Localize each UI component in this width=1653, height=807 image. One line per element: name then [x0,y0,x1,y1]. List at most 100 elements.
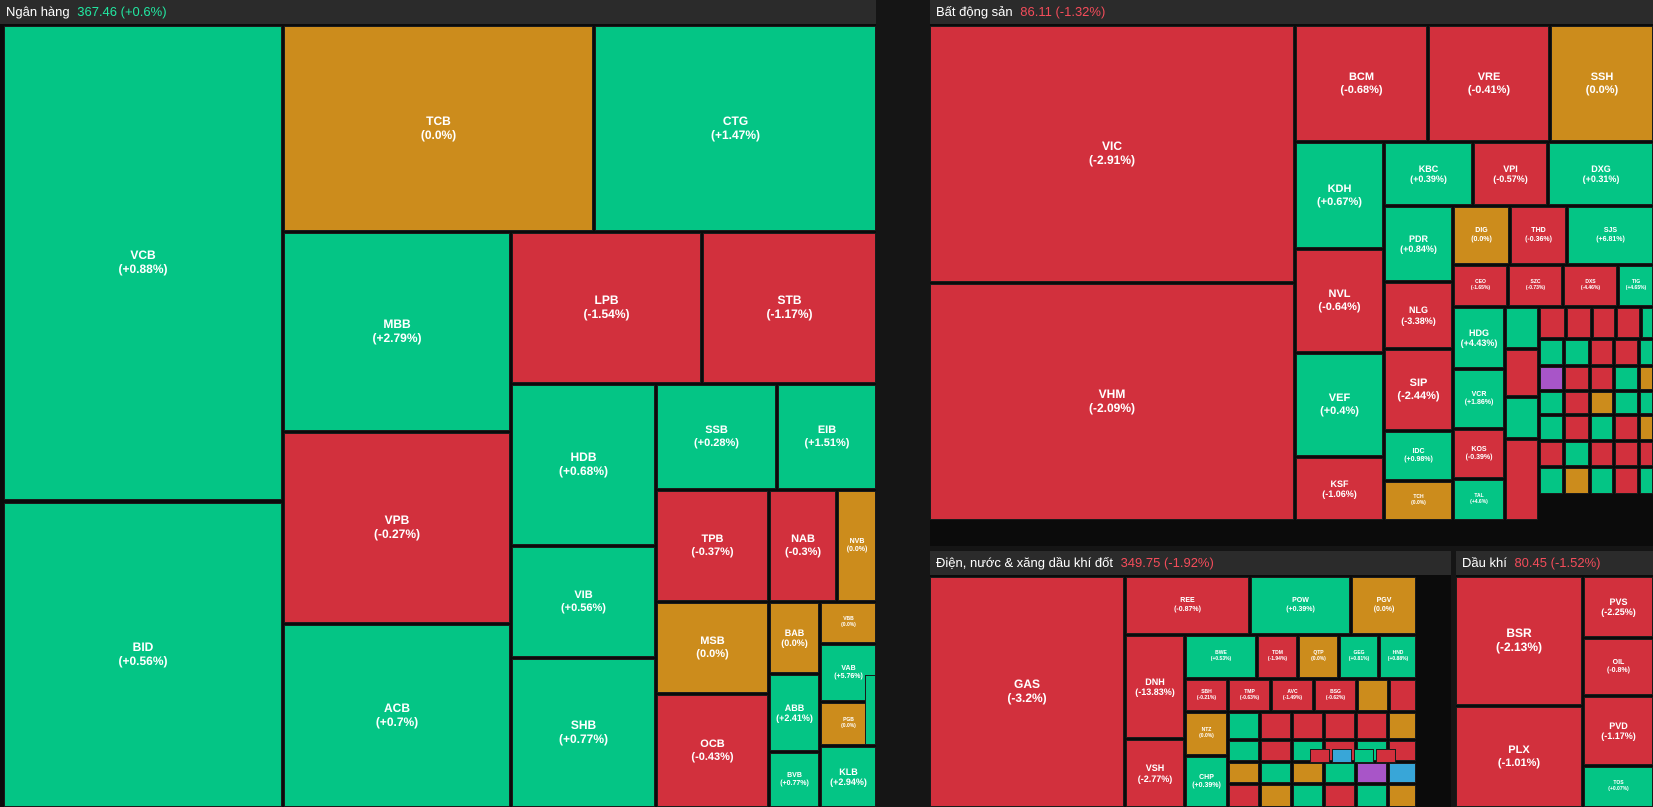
stock-tile-nvl[interactable]: NVL (-0.64%) [1296,250,1383,352]
stock-tile-ctg[interactable]: CTG (+1.47%) [595,26,876,231]
stock-tile[interactable] [1640,367,1653,390]
stock-tile[interactable] [1310,749,1330,763]
stock-tile[interactable] [1229,763,1259,783]
stock-tile[interactable] [1565,468,1589,494]
stock-tile-ceo[interactable]: CEO (-1.65%) [1454,266,1507,306]
stock-tile[interactable] [1325,763,1355,783]
stock-tile[interactable] [1640,468,1653,494]
stock-tile[interactable] [1615,468,1638,494]
stock-tile-vbb[interactable]: VBB (0.0%) [821,603,876,643]
stock-tile-pow[interactable]: POW (+0.39%) [1251,577,1350,634]
stock-tile[interactable] [1293,785,1323,807]
stock-tile[interactable] [1354,749,1374,763]
stock-tile[interactable] [1261,713,1291,739]
stock-tile[interactable] [1565,416,1589,440]
stock-tile-kbc[interactable]: KBC (+0.39%) [1385,143,1472,205]
stock-tile-abb[interactable]: ABB (+2.41%) [770,675,819,751]
stock-tile-vcr[interactable]: VCR (+1.86%) [1454,370,1504,428]
stock-tile[interactable] [1358,680,1388,711]
stock-tile-lpb[interactable]: LPB (-1.54%) [512,233,701,383]
stock-tile-tdm[interactable]: TDM (-1.94%) [1258,636,1297,678]
stock-tile-ssh[interactable]: SSH (0.0%) [1551,26,1653,141]
stock-tile-tch[interactable]: TCH (0.0%) [1385,482,1452,520]
stock-tile-dnh[interactable]: DNH (-13.83%) [1126,636,1184,738]
stock-tile[interactable] [1565,340,1589,365]
stock-tile[interactable] [1591,442,1613,466]
stock-tile[interactable] [1357,713,1387,739]
stock-tile-hdb[interactable]: HDB (+0.68%) [512,385,655,545]
stock-tile-gas[interactable]: GAS (-3.2%) [930,577,1124,807]
stock-tile-stb[interactable]: STB (-1.17%) [703,233,876,383]
sector-header[interactable]: Bất động sản 86.11 (-1.32%) [930,0,1653,24]
stock-tile-dxs[interactable]: DXS (-4.46%) [1564,266,1617,306]
stock-tile[interactable] [1591,392,1613,414]
stock-tile[interactable] [1261,741,1291,761]
stock-tile-mbb[interactable]: MBB (+2.79%) [284,233,510,431]
stock-tile-avc[interactable]: AVC (-1.49%) [1272,680,1313,711]
stock-tile-ksf[interactable]: KSF (-1.06%) [1296,458,1383,520]
stock-tile-nlg[interactable]: NLG (-3.38%) [1385,283,1452,348]
stock-tile[interactable] [1229,713,1259,739]
stock-tile-ocb[interactable]: OCB (-0.43%) [657,695,768,807]
sector-header[interactable]: Ngân hàng 367.46 (+0.6%) [0,0,876,24]
stock-tile-vib[interactable]: VIB (+0.56%) [512,547,655,657]
stock-tile-kos[interactable]: KOS (-0.39%) [1454,430,1504,478]
stock-tile-ssb[interactable]: SSB (+0.28%) [657,385,776,489]
stock-tile[interactable] [1642,308,1653,338]
stock-tile-tcb[interactable]: TCB (0.0%) [284,26,593,231]
stock-tile-tal[interactable]: TAL (+4.6%) [1454,480,1504,520]
stock-tile-vic[interactable]: VIC (-2.91%) [930,26,1294,282]
stock-tile[interactable] [1615,340,1638,365]
stock-tile[interactable] [1389,713,1416,739]
stock-tile-bsr[interactable]: BSR (-2.13%) [1456,577,1582,705]
stock-tile-pdr[interactable]: PDR (+0.84%) [1385,207,1452,281]
stock-tile-nab[interactable]: NAB (-0.3%) [770,491,836,601]
stock-tile-sbh[interactable]: SBH (-0.21%) [1186,680,1227,711]
stock-tile-tpb[interactable]: TPB (-0.37%) [657,491,768,601]
stock-tile[interactable] [1640,416,1653,440]
stock-tile-vre[interactable]: VRE (-0.41%) [1429,26,1549,141]
stock-tile-vpi[interactable]: VPI (-0.57%) [1474,143,1547,205]
stock-tile[interactable] [1593,308,1615,338]
stock-tile[interactable] [1325,785,1355,807]
stock-tile[interactable] [1229,741,1259,761]
stock-tile[interactable] [865,675,876,745]
stock-tile[interactable] [1591,367,1613,390]
stock-tile-dig[interactable]: DIG (0.0%) [1454,207,1509,264]
stock-tile[interactable] [1293,763,1323,783]
stock-tile-hdg[interactable]: HDG (+4.43%) [1454,308,1504,368]
stock-tile-nvb[interactable]: NVB (0.0%) [838,491,876,601]
stock-tile[interactable] [1540,416,1563,440]
stock-tile-szc[interactable]: SZC (-0.73%) [1509,266,1562,306]
stock-tile[interactable] [1376,749,1396,763]
stock-tile[interactable] [1565,392,1589,414]
stock-tile[interactable] [1506,398,1538,438]
stock-tile[interactable] [1591,468,1613,494]
stock-tile-idc[interactable]: IDC (+0.98%) [1385,432,1452,480]
stock-tile-tos[interactable]: TOS (+0.07%) [1584,767,1653,807]
stock-tile-pvd[interactable]: PVD (-1.17%) [1584,697,1653,765]
stock-tile[interactable] [1615,367,1638,390]
stock-tile-msb[interactable]: MSB (0.0%) [657,603,768,693]
stock-tile[interactable] [1390,680,1416,711]
stock-tile[interactable] [1506,308,1538,348]
stock-tile[interactable] [1540,442,1563,466]
stock-tile[interactable] [1567,308,1591,338]
stock-tile-ree[interactable]: REE (-0.87%) [1126,577,1249,634]
sector-header[interactable]: Điện, nước & xăng dầu khí đốt 349.75 (-1… [930,551,1451,575]
stock-tile-vcb[interactable]: VCB (+0.88%) [4,26,282,500]
stock-tile-kdh[interactable]: KDH (+0.67%) [1296,143,1383,248]
stock-tile-sjs[interactable]: SJS (+6.81%) [1568,207,1653,264]
stock-tile-sip[interactable]: SIP (-2.44%) [1385,350,1452,430]
sector-header[interactable]: Dầu khí 80.45 (-1.52%) [1456,551,1653,575]
stock-tile-ntz[interactable]: NTZ (0.0%) [1186,713,1227,755]
stock-tile[interactable] [1640,392,1653,414]
stock-tile-dxg[interactable]: DXG (+0.31%) [1549,143,1653,205]
stock-tile[interactable] [1617,308,1640,338]
stock-tile[interactable] [1615,392,1638,414]
stock-tile-tig[interactable]: TIG (+4.65%) [1619,266,1653,306]
stock-tile[interactable] [1261,785,1291,807]
stock-tile-hnd[interactable]: HND (+0.88%) [1380,636,1416,678]
stock-tile-oil[interactable]: OIL (-0.8%) [1584,639,1653,695]
stock-tile-bid[interactable]: BID (+0.56%) [4,503,282,807]
